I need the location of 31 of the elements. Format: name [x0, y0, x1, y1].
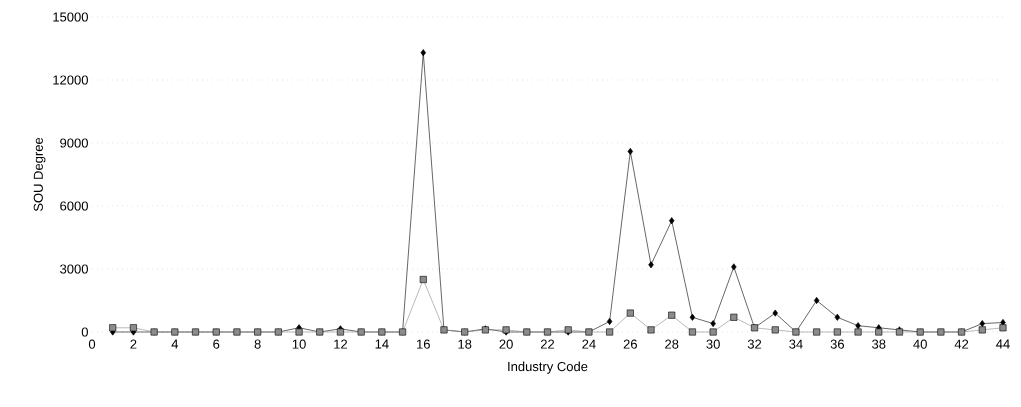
x-tick-label: 26 [623, 339, 637, 349]
x-tick-label: 34 [789, 339, 803, 349]
x-tick-label: 22 [540, 339, 555, 349]
y-tick-label: 0 [81, 327, 88, 337]
x-tick-label: 30 [706, 339, 720, 349]
x-tick-label: 28 [665, 339, 679, 349]
x-tick-label: 6 [213, 339, 220, 349]
x-axis-title: Industry Code [508, 361, 588, 374]
x-tick-label: 24 [582, 339, 596, 349]
y-tick-label: 12000 [53, 75, 88, 85]
x-tick-label: 10 [292, 339, 306, 349]
x-tick-label: 36 [830, 339, 845, 349]
x-tick-label: 12 [334, 339, 348, 349]
y-tick-label: 3000 [60, 264, 88, 274]
x-tick-label: 18 [458, 339, 472, 349]
y-tick-label: 6000 [60, 201, 88, 211]
x-tick-label: 32 [747, 339, 762, 349]
x-tick-label: 40 [913, 339, 927, 349]
x-tick-label: 42 [954, 339, 969, 349]
x-tick-label: 38 [872, 339, 886, 349]
x-tick-label: 0 [88, 339, 96, 349]
y-tick-label: 15000 [53, 12, 88, 22]
x-tick-label: 2 [130, 339, 137, 349]
x-tick-label: 8 [254, 339, 261, 349]
y-axis-title: SOU Degree [33, 137, 46, 212]
x-tick-label: 20 [499, 339, 513, 349]
x-tick-label: 4 [171, 339, 179, 349]
y-tick-label: 9000 [60, 138, 88, 148]
x-tick-label: 16 [417, 339, 430, 349]
x-tick-label: 14 [375, 339, 389, 349]
x-tick-label: 44 [996, 339, 1010, 349]
